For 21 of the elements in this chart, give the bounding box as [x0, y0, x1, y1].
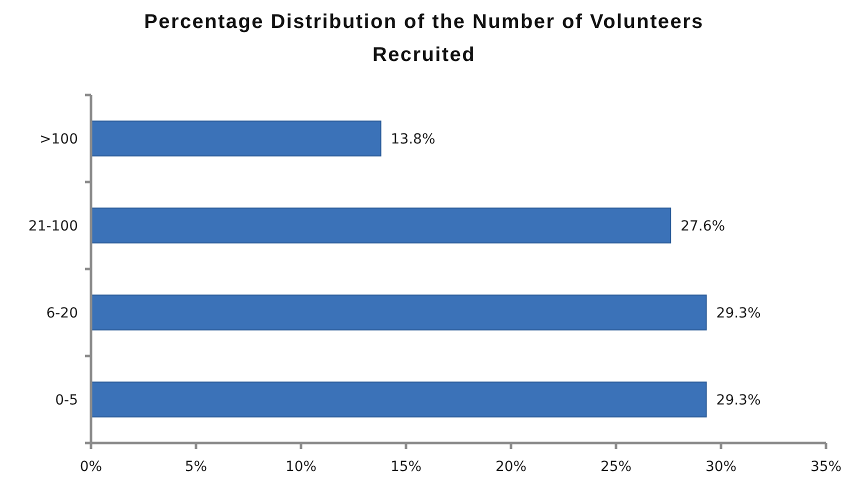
y-tick-label: >100: [40, 131, 78, 148]
x-tick-label: 15%: [390, 459, 422, 475]
bar: [90, 382, 707, 418]
data-label: 13.8%: [390, 131, 436, 148]
x-tick-label: 10%: [285, 459, 317, 475]
data-label: 29.3%: [716, 305, 761, 322]
x-tick-label: 0%: [80, 459, 102, 475]
bar: [90, 208, 672, 244]
bar: [90, 120, 382, 156]
x-tick-label: 25%: [600, 459, 632, 475]
x-tick-label: 35%: [810, 459, 842, 475]
data-label: 27.6%: [680, 218, 726, 234]
data-label: 29.3%: [716, 392, 761, 408]
x-tick-label: 30%: [705, 459, 737, 475]
y-tick-label: 21-100: [28, 218, 78, 234]
bar: [90, 294, 707, 330]
x-tick-label: 20%: [495, 459, 527, 475]
x-tick-label: 5%: [184, 459, 208, 475]
y-tick-label: 6-20: [46, 305, 78, 322]
y-tick-label: 0-5: [55, 392, 78, 408]
chart-title: Percentage Distribution of the Number of Volunteers Recruited: [144, 11, 704, 66]
